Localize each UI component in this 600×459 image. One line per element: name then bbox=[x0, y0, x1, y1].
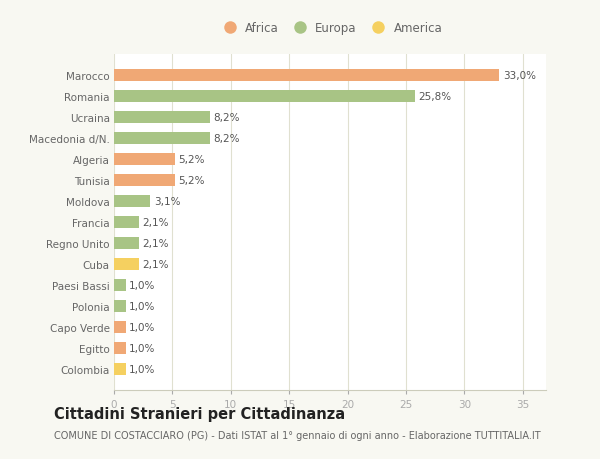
Text: 2,1%: 2,1% bbox=[142, 259, 169, 269]
Text: 33,0%: 33,0% bbox=[503, 71, 536, 81]
Text: 25,8%: 25,8% bbox=[419, 92, 452, 102]
Bar bbox=[114, 322, 125, 333]
Text: 1,0%: 1,0% bbox=[129, 280, 155, 291]
Text: 5,2%: 5,2% bbox=[178, 155, 205, 165]
Bar bbox=[114, 364, 125, 375]
Bar bbox=[114, 280, 125, 291]
Text: 1,0%: 1,0% bbox=[129, 322, 155, 332]
Bar bbox=[114, 154, 175, 166]
Bar bbox=[114, 259, 139, 270]
Text: 2,1%: 2,1% bbox=[142, 218, 169, 228]
Text: 8,2%: 8,2% bbox=[213, 113, 240, 123]
Bar bbox=[114, 175, 175, 186]
Text: 1,0%: 1,0% bbox=[129, 364, 155, 374]
Bar bbox=[114, 301, 125, 312]
Bar bbox=[114, 133, 210, 145]
Bar bbox=[114, 196, 150, 207]
Bar bbox=[114, 70, 499, 82]
Bar bbox=[114, 91, 415, 103]
Text: 2,1%: 2,1% bbox=[142, 239, 169, 248]
Bar bbox=[114, 112, 210, 123]
Legend: Africa, Europa, America: Africa, Europa, America bbox=[213, 17, 447, 40]
Text: 3,1%: 3,1% bbox=[154, 197, 180, 207]
Bar bbox=[114, 238, 139, 249]
Text: COMUNE DI COSTACCIARO (PG) - Dati ISTAT al 1° gennaio di ogni anno - Elaborazion: COMUNE DI COSTACCIARO (PG) - Dati ISTAT … bbox=[54, 430, 541, 440]
Bar bbox=[114, 342, 125, 354]
Bar bbox=[114, 217, 139, 229]
Text: 1,0%: 1,0% bbox=[129, 302, 155, 311]
Text: 8,2%: 8,2% bbox=[213, 134, 240, 144]
Text: 5,2%: 5,2% bbox=[178, 176, 205, 186]
Text: 1,0%: 1,0% bbox=[129, 343, 155, 353]
Text: Cittadini Stranieri per Cittadinanza: Cittadini Stranieri per Cittadinanza bbox=[54, 406, 345, 421]
